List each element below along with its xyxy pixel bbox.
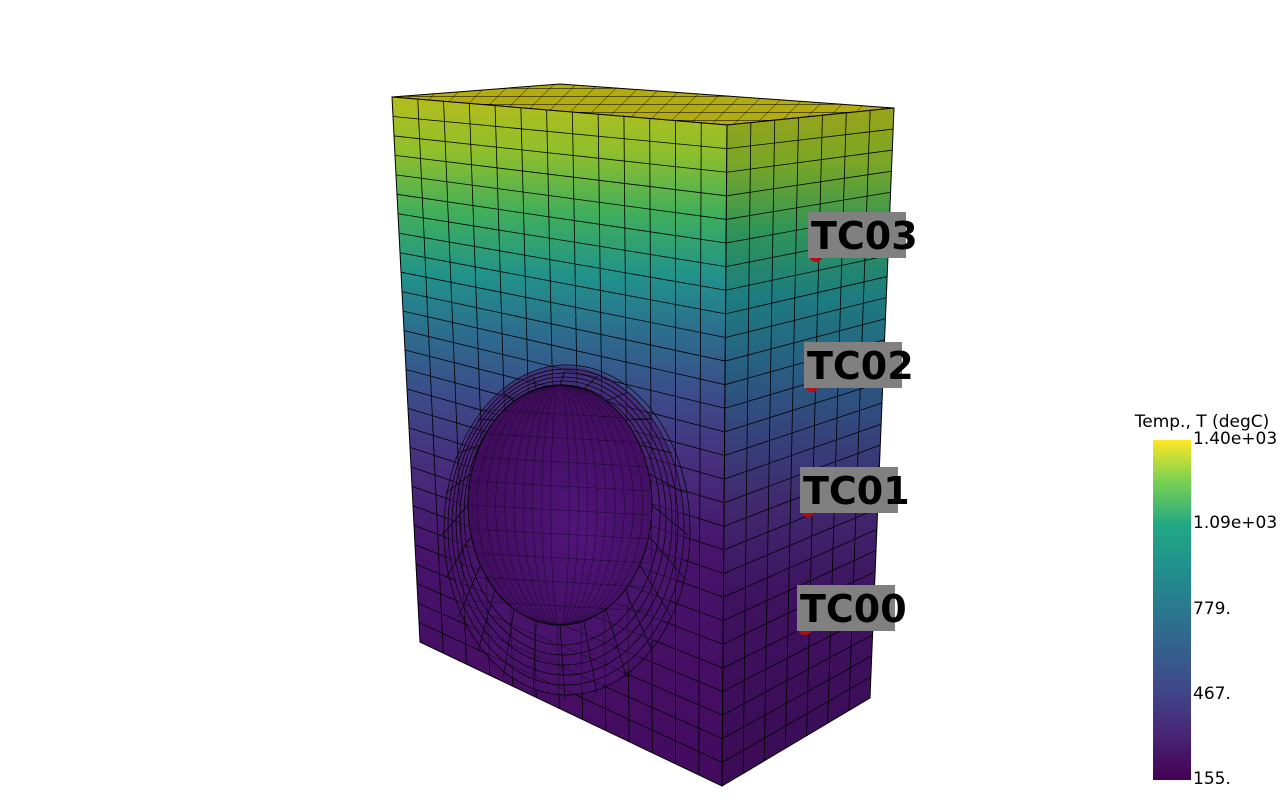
colorbar-gradient xyxy=(1153,440,1191,780)
probe-label-box xyxy=(797,585,895,631)
mesh-block xyxy=(391,83,895,787)
probe-tc00[interactable]: TC00 xyxy=(797,585,907,635)
probe-markers: TC03 TC02 TC01 TC00 xyxy=(797,212,918,635)
probe-label: TC02 xyxy=(807,344,914,388)
probe-label-box xyxy=(808,212,906,258)
probe-tc02[interactable]: TC02 xyxy=(804,342,914,392)
probe-tc01[interactable]: TC01 xyxy=(800,467,910,517)
probe-label: TC03 xyxy=(811,214,918,258)
colorbar: Temp., T (degC) 1.40e+03 1.09e+03 779. 467.… xyxy=(1134,412,1277,789)
colorbar-tick-label: 467. xyxy=(1193,684,1231,704)
colorbar-tick-label: 155. xyxy=(1193,769,1231,789)
probe-label: TC00 xyxy=(800,587,907,631)
colorbar-tick-label: 1.09e+03 xyxy=(1193,513,1277,533)
probe-label-box xyxy=(804,342,902,388)
probe-tc03[interactable]: TC03 xyxy=(808,212,918,262)
colorbar-tick-label: 1.40e+03 xyxy=(1193,429,1277,449)
colorbar-tick-label: 779. xyxy=(1193,599,1231,619)
cylinder-hole xyxy=(441,364,691,700)
colorbar-title: Temp., T (degC) xyxy=(1134,412,1269,432)
probe-label: TC01 xyxy=(803,469,910,513)
probe-label-box xyxy=(800,467,898,513)
